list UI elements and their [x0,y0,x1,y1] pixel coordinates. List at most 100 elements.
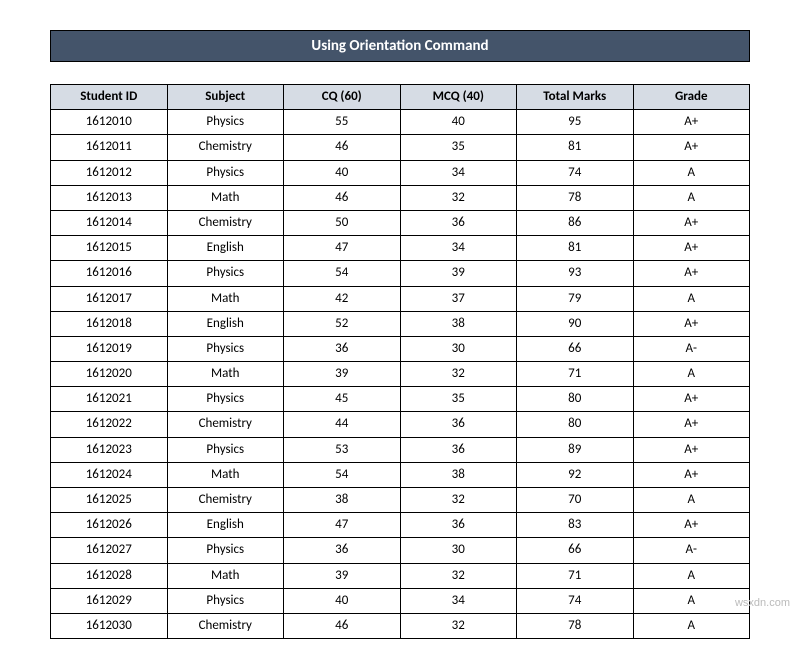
table-cell: 34 [400,588,517,613]
table-cell: A+ [633,513,750,538]
table-row: 1612023Physics533689A+ [51,437,750,462]
table-cell: 1612022 [51,412,168,437]
table-cell: 44 [284,412,401,437]
table-cell: A+ [633,236,750,261]
table-cell: 52 [284,311,401,336]
table-cell: A+ [633,462,750,487]
table-row: 1612025Chemistry383270A [51,488,750,513]
table-cell: 90 [517,311,634,336]
table-row: 1612012Physics403474A [51,160,750,185]
table-cell: A [633,563,750,588]
table-cell: 1612024 [51,462,168,487]
table-cell: 32 [400,563,517,588]
table-cell: 1612020 [51,362,168,387]
table-cell: Physics [167,110,284,135]
table-row: 1612018English523890A+ [51,311,750,336]
table-cell: Chemistry [167,135,284,160]
table-cell: 36 [400,513,517,538]
table-cell: 35 [400,387,517,412]
table-cell: 38 [400,311,517,336]
table-cell: 38 [400,462,517,487]
table-cell: 1612010 [51,110,168,135]
table-cell: 45 [284,387,401,412]
table-cell: 54 [284,261,401,286]
table-row: 1612010Physics554095A+ [51,110,750,135]
table-cell: 86 [517,210,634,235]
table-cell: Math [167,462,284,487]
table-cell: 78 [517,613,634,638]
table-cell: English [167,513,284,538]
table-cell: A+ [633,210,750,235]
table-cell: Chemistry [167,210,284,235]
table-row: 1612015English473481A+ [51,236,750,261]
table-cell: A+ [633,311,750,336]
table-cell: Math [167,286,284,311]
table-cell: 54 [284,462,401,487]
table-cell: 40 [284,588,401,613]
table-cell: 80 [517,387,634,412]
table-cell: A [633,588,750,613]
table-cell: Math [167,563,284,588]
table-cell: 39 [400,261,517,286]
table-cell: Physics [167,387,284,412]
table-cell: 1612012 [51,160,168,185]
table-cell: 36 [400,210,517,235]
table-cell: 39 [284,563,401,588]
table-cell: 53 [284,437,401,462]
table-cell: A [633,488,750,513]
table-cell: 47 [284,513,401,538]
table-cell: 70 [517,488,634,513]
table-row: 1612013Math463278A [51,185,750,210]
table-row: 1612024Math543892A+ [51,462,750,487]
table-cell: 1612017 [51,286,168,311]
table-cell: Chemistry [167,488,284,513]
table-cell: English [167,236,284,261]
table-cell: 95 [517,110,634,135]
table-cell: A [633,185,750,210]
table-cell: Physics [167,160,284,185]
table-row: 1612017Math423779A [51,286,750,311]
table-cell: 47 [284,236,401,261]
table-cell: 50 [284,210,401,235]
table-cell: 1612021 [51,387,168,412]
table-cell: 83 [517,513,634,538]
table-cell: 89 [517,437,634,462]
table-header-row: Student IDSubjectCQ (60)MCQ (40)Total Ma… [51,85,750,110]
table-cell: 78 [517,185,634,210]
table-cell: 74 [517,160,634,185]
table-cell: 32 [400,362,517,387]
table-row: 1612030Chemistry463278A [51,613,750,638]
table-cell: 1612029 [51,588,168,613]
table-row: 1612011Chemistry463581A+ [51,135,750,160]
table-cell: A+ [633,437,750,462]
table-cell: 1612019 [51,336,168,361]
table-cell: A+ [633,387,750,412]
table-cell: 71 [517,362,634,387]
table-cell: 35 [400,135,517,160]
table-cell: 1612027 [51,538,168,563]
table-cell: 30 [400,336,517,361]
table-cell: 40 [400,110,517,135]
table-cell: 1612018 [51,311,168,336]
table-cell: Math [167,362,284,387]
table-cell: 66 [517,538,634,563]
table-cell: Math [167,185,284,210]
table-row: 1612020Math393271A [51,362,750,387]
table-cell: 1612025 [51,488,168,513]
table-row: 1612016Physics543993A+ [51,261,750,286]
table-cell: 66 [517,336,634,361]
grades-table: Student IDSubjectCQ (60)MCQ (40)Total Ma… [50,84,750,639]
table-cell: A+ [633,110,750,135]
table-row: 1612029Physics403474A [51,588,750,613]
table-cell: 32 [400,488,517,513]
table-cell: 32 [400,185,517,210]
table-cell: 80 [517,412,634,437]
table-cell: A+ [633,135,750,160]
table-cell: 46 [284,613,401,638]
table-cell: 71 [517,563,634,588]
table-cell: 1612028 [51,563,168,588]
table-row: 1612021Physics453580A+ [51,387,750,412]
table-cell: 36 [284,538,401,563]
table-cell: 37 [400,286,517,311]
table-cell: 34 [400,236,517,261]
